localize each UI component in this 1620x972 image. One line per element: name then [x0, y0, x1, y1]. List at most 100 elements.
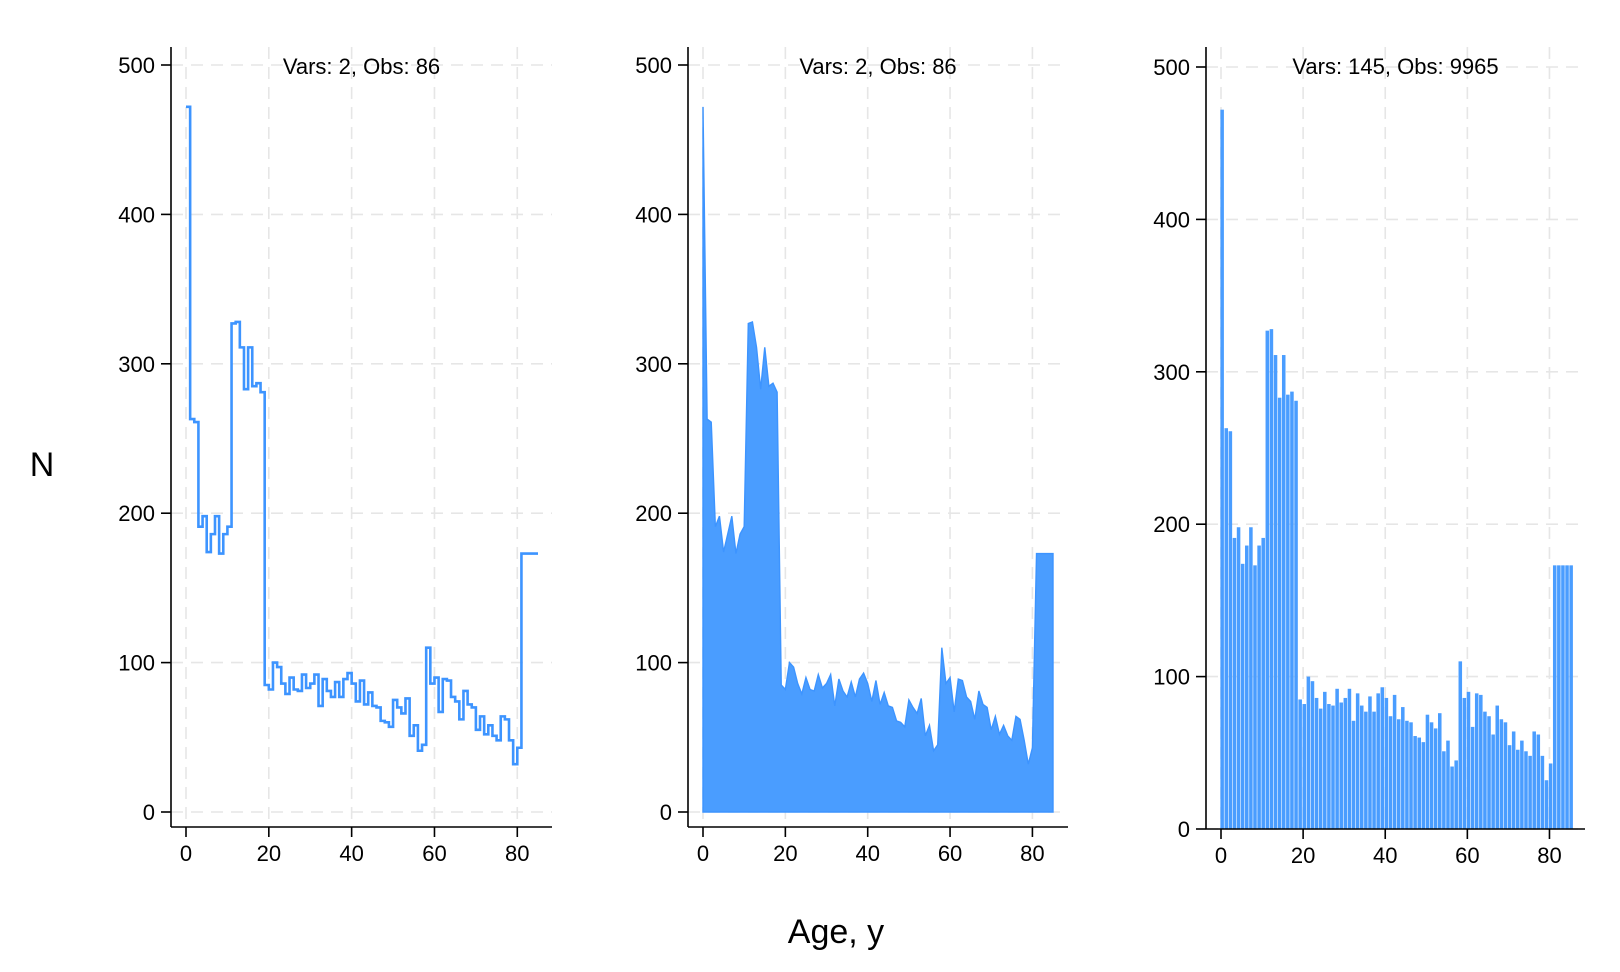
bar	[1253, 565, 1257, 829]
series-area	[702, 106, 1054, 813]
bar	[1552, 565, 1557, 829]
x-tick-label: 0	[180, 841, 192, 866]
y-tick-label: 200	[118, 501, 155, 526]
bar	[1544, 780, 1549, 829]
bar	[1318, 708, 1323, 829]
y-tick-label: 100	[118, 651, 155, 676]
bar	[1290, 391, 1294, 829]
bar	[1372, 711, 1376, 829]
bar	[1306, 676, 1311, 829]
bar	[1331, 705, 1335, 829]
bar	[1511, 731, 1516, 829]
x-tick-label: 20	[1291, 843, 1315, 868]
bar	[1310, 681, 1315, 829]
bar	[1302, 704, 1307, 829]
bar	[1220, 109, 1224, 830]
bar	[1236, 527, 1241, 829]
bar	[1491, 734, 1495, 829]
y-tick-label: 100	[635, 651, 672, 676]
x-tick-label: 40	[855, 841, 879, 866]
bar	[1462, 697, 1467, 829]
bar	[1323, 691, 1327, 829]
bar	[1417, 737, 1421, 829]
x-tick-label: 60	[938, 841, 962, 866]
bar	[1347, 688, 1352, 829]
bar	[1249, 527, 1253, 829]
bar	[1495, 705, 1500, 829]
panel-title: Vars: 2, Obs: 86	[799, 54, 956, 79]
bar	[1536, 734, 1541, 829]
bar	[1503, 722, 1508, 829]
y-tick-label: 300	[1153, 360, 1190, 385]
bar	[1454, 760, 1458, 829]
bar	[1273, 355, 1278, 829]
bar	[1548, 763, 1553, 829]
bar	[1507, 745, 1512, 829]
bar	[1409, 722, 1413, 829]
bar	[1277, 397, 1282, 829]
x-tick-label: 20	[257, 841, 281, 866]
bar	[1442, 751, 1446, 829]
bar	[1516, 749, 1520, 829]
bar	[1261, 537, 1265, 829]
bar	[1520, 740, 1524, 829]
bar	[1281, 355, 1286, 829]
x-tick-label: 0	[1215, 843, 1227, 868]
bar	[1479, 694, 1483, 829]
bar	[1446, 740, 1450, 829]
bar	[1298, 699, 1302, 829]
bar	[1429, 722, 1434, 829]
panel-title: Vars: 145, Obs: 9965	[1292, 54, 1498, 79]
panel-title: Vars: 2, Obs: 86	[283, 54, 440, 79]
bar	[1384, 697, 1389, 829]
bar	[1351, 720, 1356, 829]
bar	[1224, 428, 1229, 829]
bar	[1401, 707, 1405, 829]
bar	[1421, 742, 1426, 829]
x-axis-title: Age, y	[788, 913, 884, 951]
y-tick-label: 500	[635, 53, 672, 78]
bar	[1294, 400, 1298, 829]
bar	[1388, 716, 1393, 829]
bar	[1364, 711, 1368, 829]
bar	[1376, 693, 1380, 829]
bar	[1380, 687, 1385, 829]
y-tick-label: 0	[1178, 817, 1190, 842]
bar	[1359, 705, 1364, 829]
bar	[1269, 329, 1274, 829]
bar	[1240, 563, 1245, 829]
y-tick-label: 400	[118, 202, 155, 227]
bar	[1314, 697, 1319, 829]
bar	[1339, 702, 1343, 829]
bar	[1532, 731, 1536, 829]
y-tick-label: 300	[635, 352, 672, 377]
bar	[1405, 720, 1409, 829]
bar	[1392, 694, 1397, 829]
bar	[1265, 330, 1270, 829]
bar	[1335, 688, 1339, 829]
bar	[1483, 711, 1487, 829]
y-axis-title: N	[30, 446, 55, 484]
series-step-line	[186, 105, 538, 766]
bar	[1474, 693, 1479, 829]
bar	[1286, 394, 1290, 829]
bar	[1355, 693, 1360, 829]
x-tick-label: 0	[697, 841, 709, 866]
y-tick-label: 500	[118, 53, 155, 78]
y-tick-label: 500	[1153, 55, 1190, 80]
bar	[1413, 736, 1417, 829]
chart-panel-2: 0 100 200 300 400 500 0 20 40 60 80 Vars: 2, Obs: 8…	[635, 47, 1068, 866]
bar	[1540, 755, 1545, 829]
bar	[1368, 696, 1372, 829]
chart-panel-3: 0 100 200 300 400 500 0 20 40 60 80 Vars: 145, Obs:…	[1153, 47, 1585, 868]
y-tick-label: 0	[143, 800, 155, 825]
bar	[1343, 697, 1348, 829]
x-tick-label: 80	[505, 841, 529, 866]
x-tick-label: 80	[1537, 843, 1561, 868]
x-tick-label: 20	[773, 841, 797, 866]
bar	[1466, 691, 1471, 829]
y-tick-label: 200	[635, 501, 672, 526]
bar	[1438, 713, 1442, 829]
